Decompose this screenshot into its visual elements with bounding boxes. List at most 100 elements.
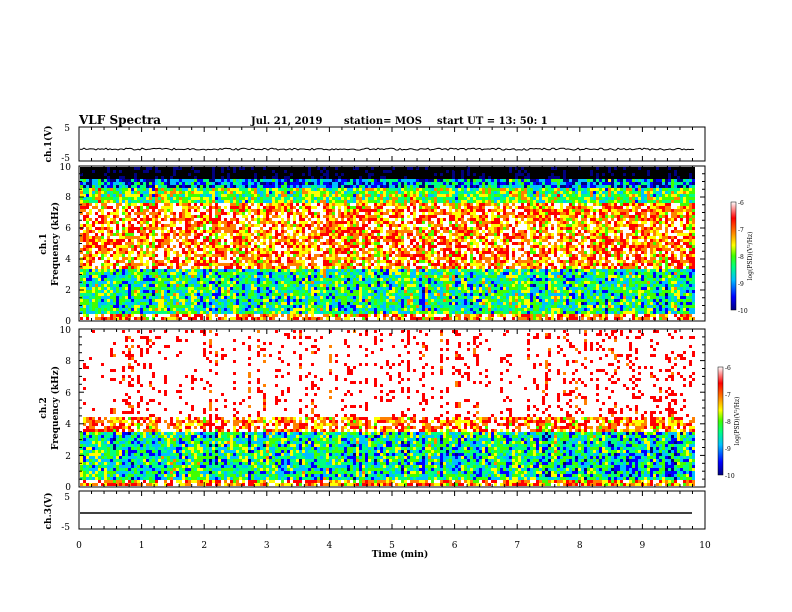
spectrogram-cell: [266, 245, 269, 248]
spectrogram-cell: [194, 194, 197, 197]
spectrogram-cell: [299, 167, 302, 170]
spectrogram-cell: [194, 302, 197, 305]
spectrogram-cell: [371, 260, 374, 263]
spectrogram-cell: [314, 293, 317, 296]
spectrogram-cell: [368, 302, 371, 305]
spectrogram-cell: [86, 269, 89, 272]
spectrogram-cell: [206, 296, 209, 299]
spectrogram-cell: [170, 260, 173, 263]
spectrogram-cell: [317, 218, 320, 221]
spectrogram-cell: [185, 197, 188, 200]
spectrogram-cell: [191, 242, 194, 245]
spectrogram-cell: [338, 239, 341, 242]
spectrogram-cell: [224, 203, 227, 206]
spectrogram-cell: [101, 218, 104, 221]
spectrogram-cell: [188, 314, 191, 317]
spectrogram-cell: [119, 194, 122, 197]
spectrogram-cell: [293, 185, 296, 188]
spectrogram-cell: [278, 275, 281, 278]
spectrogram-cell: [236, 278, 239, 281]
spectrogram-cell: [209, 185, 212, 188]
spectrogram-cell: [167, 176, 170, 179]
spectrogram-cell: [272, 167, 275, 170]
spectrogram-cell: [146, 266, 149, 269]
spectrogram-cell: [206, 218, 209, 221]
spectrogram-cell: [350, 302, 353, 305]
spectrogram-cell: [350, 227, 353, 230]
spectrogram-cell: [146, 311, 149, 314]
spectrogram-cell: [113, 278, 116, 281]
spectrogram-cell: [368, 170, 371, 173]
spectrogram-cell: [89, 305, 92, 308]
spectrogram-cell: [368, 275, 371, 278]
spectrogram-cell: [320, 218, 323, 221]
spectrogram-cell: [206, 278, 209, 281]
spectrogram-cell: [269, 254, 272, 257]
spectrogram-cell: [110, 191, 113, 194]
spectrogram-cell: [80, 302, 83, 305]
spectrogram-cell: [218, 182, 221, 185]
spectrogram-cell: [143, 236, 146, 239]
spectrogram-cell: [287, 263, 290, 266]
spectrogram-cell: [194, 236, 197, 239]
spectrogram-cell: [311, 185, 314, 188]
spectrogram-cell: [263, 167, 266, 170]
spectrogram-cell: [113, 287, 116, 290]
spectrogram-cell: [170, 233, 173, 236]
spectrogram-cell: [242, 296, 245, 299]
spectrogram-cell: [200, 308, 203, 311]
spectrogram-cell: [251, 299, 254, 302]
spectrogram-cell: [284, 266, 287, 269]
spectrogram-cell: [260, 299, 263, 302]
spectrogram-cell: [155, 281, 158, 284]
spectrogram-cell: [290, 302, 293, 305]
spectrogram-cell: [239, 311, 242, 314]
spectrogram-cell: [287, 236, 290, 239]
spectrogram-cell: [119, 224, 122, 227]
spectrogram-cell: [323, 242, 326, 245]
spectrogram-cell: [368, 227, 371, 230]
spectrogram-cell: [338, 266, 341, 269]
spectrogram-cell: [296, 170, 299, 173]
spectrogram-cell: [359, 263, 362, 266]
spectrogram-cell: [134, 197, 137, 200]
spectrogram-cell: [365, 266, 368, 269]
spectrogram-cell: [260, 203, 263, 206]
spectrogram-cell: [272, 284, 275, 287]
spectrogram-cell: [311, 233, 314, 236]
spectrogram-cell: [200, 218, 203, 221]
spectrogram-cell: [251, 251, 254, 254]
spectrogram-cell: [302, 170, 305, 173]
spectrogram-cell: [212, 236, 215, 239]
spectrogram-cell: [260, 197, 263, 200]
spectrogram-cell: [299, 218, 302, 221]
spectrogram-cell: [191, 188, 194, 191]
spectrogram-cell: [362, 176, 365, 179]
spectrogram-cell: [104, 290, 107, 293]
spectrogram-cell: [155, 260, 158, 263]
spectrogram-cell: [245, 233, 248, 236]
figure-title: VLF Spectra: [78, 113, 161, 127]
spectrogram-cell: [305, 170, 308, 173]
spectrogram-cell: [263, 311, 266, 314]
spectrogram-cell: [107, 233, 110, 236]
spectrogram-cell: [245, 269, 248, 272]
spectrogram-cell: [137, 263, 140, 266]
spectrogram-cell: [257, 194, 260, 197]
spectrogram-cell: [209, 200, 212, 203]
spectrogram-cell: [146, 314, 149, 317]
spectrogram-cell: [353, 236, 356, 239]
spectrogram-cell: [203, 263, 206, 266]
spectrogram-cell: [188, 179, 191, 182]
spectrogram-cell: [212, 176, 215, 179]
spectrogram-cell: [191, 209, 194, 212]
spectrogram-cell: [335, 308, 338, 311]
spectrogram-cell: [308, 242, 311, 245]
spectrogram-cell: [254, 251, 257, 254]
spectrogram-cell: [290, 281, 293, 284]
spectrogram-cell: [80, 212, 83, 215]
spectrogram-cell: [80, 275, 83, 278]
spectrogram-cell: [92, 212, 95, 215]
spectrogram-cell: [332, 290, 335, 293]
spectrogram-cell: [101, 233, 104, 236]
